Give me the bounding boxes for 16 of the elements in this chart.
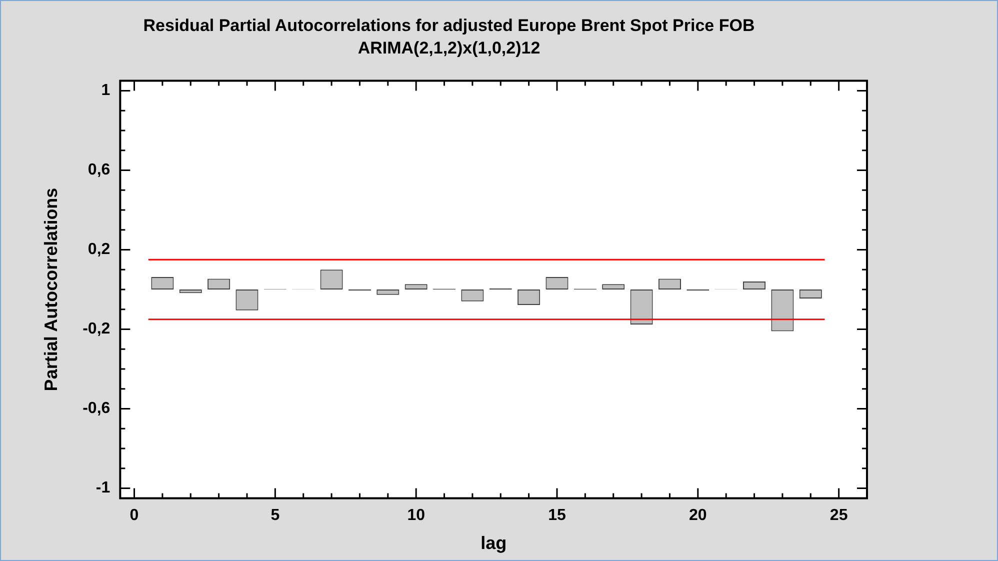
x-tick-label: 25 (830, 507, 848, 524)
chart-title: Residual Partial Autocorrelations for adjusted Europe Brent Spot Price FOB (143, 16, 755, 35)
x-tick-label: 5 (270, 507, 280, 524)
chart-subtitle: ARIMA(2,1,2)x(1,0,2)12 (358, 38, 540, 58)
y-tick-label: -0,6 (82, 400, 110, 418)
y-tick-label: 0,6 (88, 162, 110, 179)
y-axis-title: Partial Autocorrelations (40, 188, 61, 392)
y-tick-label: 0,2 (88, 241, 110, 258)
x-tick-label: 15 (548, 507, 566, 524)
x-axis-title: lag (480, 533, 507, 554)
x-tick-label: 20 (689, 507, 707, 524)
x-tick-label: 10 (407, 507, 426, 524)
y-tick-label: -1 (96, 480, 110, 497)
y-tick-label: 1 (101, 82, 110, 100)
x-tick-label: 0 (130, 507, 139, 524)
y-tick-label: -0,2 (82, 320, 110, 338)
